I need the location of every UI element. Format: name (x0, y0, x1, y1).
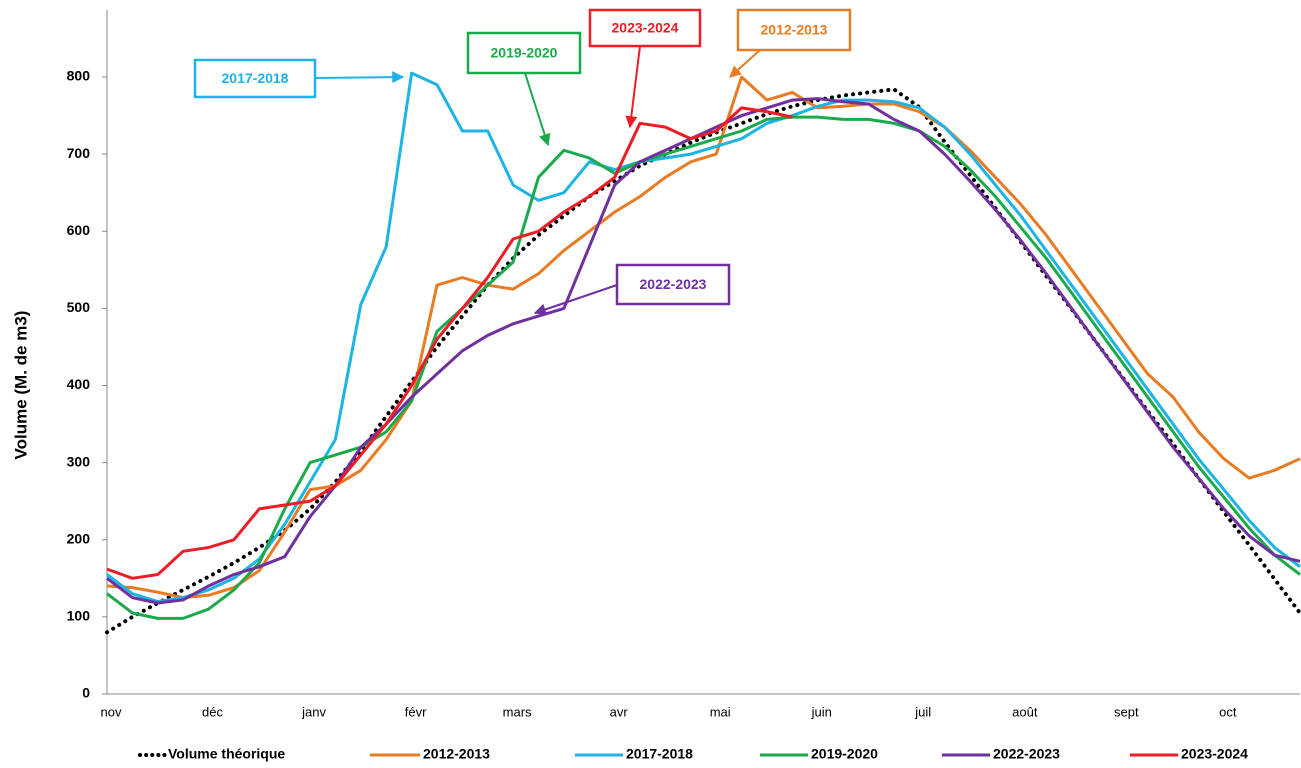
series-line (106, 75, 1301, 600)
annotation-box (588, 8, 702, 48)
annotation-arrow (625, 45, 641, 129)
x-tick-label: août (1012, 704, 1038, 719)
x-tick-label: sept (1114, 704, 1139, 719)
y-tick-label: 100 (67, 608, 91, 624)
x-tick-label: oct (1219, 704, 1237, 719)
annotation-arrow (729, 49, 761, 78)
legend-label: Volume théorique (168, 746, 285, 762)
annotation-arrow (314, 71, 405, 84)
y-axis-label: Volume (M. de m3) (11, 311, 30, 460)
legend-label: 2019-2020 (811, 746, 878, 762)
annotation-box (736, 8, 852, 52)
annotation-arrow (533, 284, 618, 316)
x-tick-label: avr (610, 704, 629, 719)
y-tick-label: 200 (67, 530, 91, 546)
x-tick-label: juil (914, 704, 931, 719)
annotation-box (615, 263, 731, 306)
legend-label: 2023-2024 (1181, 746, 1248, 762)
legend-label: 2022-2023 (993, 746, 1060, 762)
series-line (106, 97, 1301, 605)
y-tick-label: 400 (67, 376, 91, 392)
series-line (106, 106, 793, 580)
y-tick-label: 700 (67, 145, 91, 161)
y-tick-label: 0 (82, 685, 90, 701)
annotation-arrow (524, 72, 551, 147)
annotation-text: 2019-2020 (491, 45, 558, 61)
annotation-text: 2017-2018 (222, 70, 289, 86)
x-tick-label: nov (101, 704, 122, 719)
legend-label: 2017-2018 (626, 746, 693, 762)
annotation-box (466, 31, 582, 75)
x-tick-label: mars (503, 704, 532, 719)
series-line (106, 71, 1301, 603)
legend-label: 2012-2013 (423, 746, 490, 762)
x-tick-label: mai (710, 704, 731, 719)
x-tick-label: févr (405, 704, 427, 719)
y-tick-label: 600 (67, 222, 91, 238)
y-tick-label: 300 (67, 453, 91, 469)
annotation-text: 2022-2023 (640, 276, 707, 292)
series-line (106, 115, 1301, 620)
x-tick-label: déc (202, 704, 223, 719)
x-tick-label: juin (811, 704, 832, 719)
annotation-text: 2012-2013 (761, 22, 828, 38)
y-tick-label: 500 (67, 299, 91, 315)
annotation-box (193, 58, 317, 99)
x-tick-label: janv (301, 704, 326, 719)
y-tick-label: 800 (67, 68, 91, 84)
annotation-text: 2023-2024 (612, 20, 679, 36)
